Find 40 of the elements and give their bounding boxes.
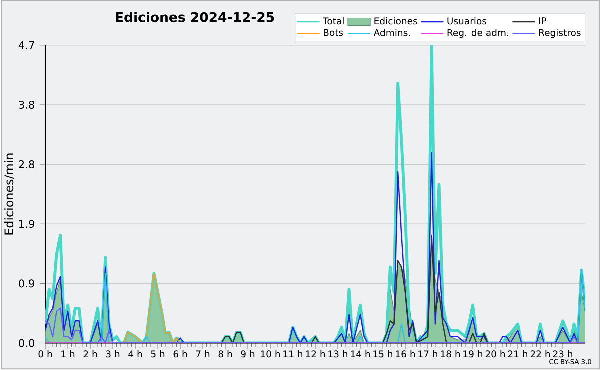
legend-label: Registros: [539, 29, 581, 38]
legend-label: Total: [323, 18, 344, 25]
x-tick-label: 23 h: [553, 350, 573, 358]
x-tick-label: 17 h: [418, 350, 438, 358]
x-tick-label: 15 h: [374, 350, 393, 358]
y-tick-label: 2.8: [19, 160, 34, 169]
x-tick-label: 14 h: [351, 350, 370, 358]
chart-title: Ediciones 2024-12-25: [116, 12, 274, 23]
x-tick-label: 22 h: [530, 350, 550, 358]
legend-label: IP: [539, 18, 547, 25]
x-tick-label: 7 h: [196, 350, 210, 358]
x-tick-label: 9 h: [241, 350, 255, 358]
y-tick-label: 3.8: [19, 101, 34, 110]
x-tick-label: 0 h: [38, 350, 52, 358]
x-tick-label: 11 h: [284, 350, 303, 358]
x-tick-label: 10 h: [261, 350, 280, 358]
y-tick-label: 4.7: [18, 42, 34, 50]
x-tick-label: 1 h: [62, 350, 75, 358]
x-tick-label: 3 h: [106, 350, 120, 358]
x-tick-label: 12 h: [306, 350, 326, 358]
x-tick-label: 18 h: [441, 350, 460, 358]
y-tick-label: 0.0: [19, 339, 34, 348]
x-tick-label: 19 h: [464, 350, 483, 358]
legend-label: Reg. de adm.: [448, 29, 508, 38]
x-tick-label: 13 h: [328, 350, 348, 358]
y-tick-label: 0.9: [19, 280, 34, 288]
x-tick-label: 4 h: [128, 350, 142, 358]
legend-label: Usuarios: [448, 18, 487, 25]
legend-label: Bots: [324, 29, 344, 36]
y-tick-label: 1.9: [20, 220, 34, 228]
x-tick-label: 21 h: [508, 350, 528, 358]
x-tick-label: 8 h: [218, 350, 232, 358]
x-tick-label: 16 h: [396, 350, 416, 358]
x-tick-label: 5 h: [151, 350, 165, 358]
x-tick-label: 6 h: [174, 350, 188, 358]
x-tick-label: 2 h: [84, 350, 98, 358]
legend-label: Ediciones: [374, 18, 418, 25]
legend-label: Admins.: [374, 29, 410, 36]
y-axis-title: Ediciones/min: [4, 154, 15, 235]
x-tick-label: 20 h: [486, 350, 506, 358]
